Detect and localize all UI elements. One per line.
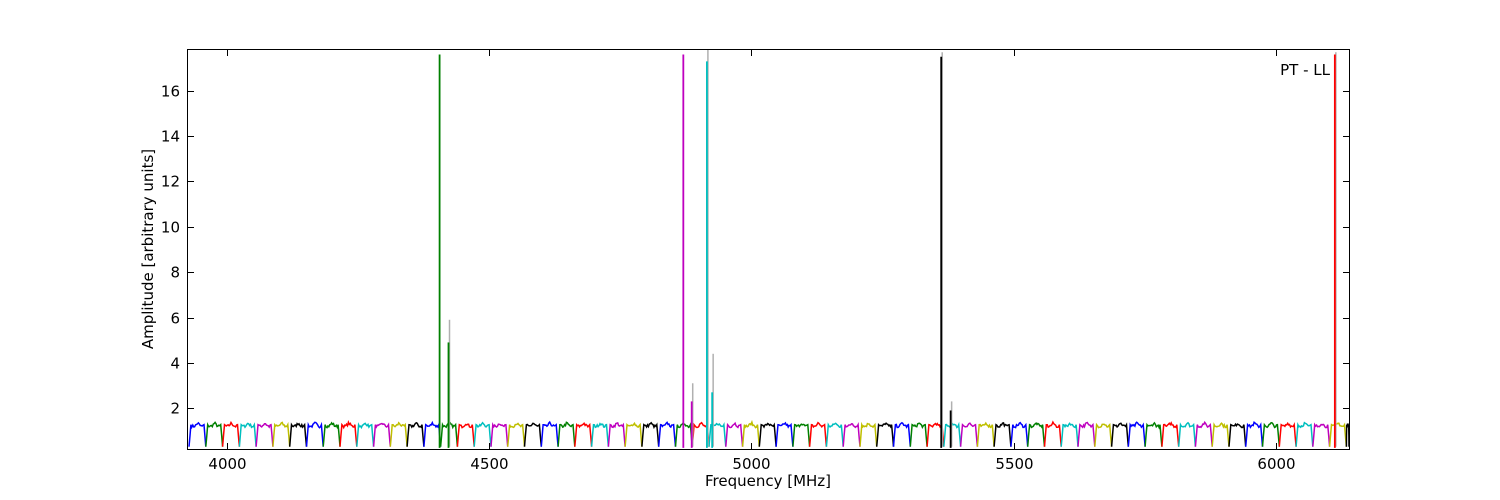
bandpass-segment	[993, 422, 1012, 447]
bandpass-segment	[188, 421, 207, 447]
bandpass-segment	[1177, 421, 1197, 447]
bandpass-segment	[473, 421, 492, 447]
bandpass-segment	[1278, 421, 1297, 447]
y-tick-label: 8	[170, 264, 180, 282]
bandpass-segment	[624, 421, 643, 447]
bandpass-segment	[590, 422, 610, 447]
bandpass-segment	[1077, 421, 1096, 447]
bandpass-segment	[657, 421, 677, 447]
y-tick-label: 10	[161, 219, 180, 237]
bandpass-segment	[255, 423, 274, 447]
bandpass-segment	[339, 419, 358, 447]
x-tick-label: 5500	[995, 455, 1033, 473]
x-tick-label: 6000	[1257, 455, 1295, 473]
y-axis: 2 4 6 8 10 12 14 16	[161, 83, 1349, 418]
bandpass-segment	[557, 421, 576, 447]
bandpass-segment	[892, 421, 912, 447]
bandpass-segment	[859, 421, 878, 447]
bandpass-segment	[758, 422, 777, 447]
x-axis: 4000 4500 5000 5500 6000	[208, 50, 1296, 473]
bandpass-segment	[1211, 422, 1230, 447]
y-tick-label: 6	[170, 310, 180, 328]
bandpass-segment	[305, 421, 324, 447]
bandpass-segment	[574, 421, 593, 447]
bandpass-segment	[909, 422, 928, 447]
bandpass-segment	[238, 422, 257, 447]
bandpass-segment	[959, 422, 979, 447]
y-axis-label: Amplitude [arbitrary units]	[139, 149, 157, 349]
bandpass-segment	[725, 421, 744, 447]
y-tick-label: 2	[170, 400, 180, 418]
x-tick-label: 4500	[470, 455, 508, 473]
bandpass-segment	[288, 422, 308, 447]
bandpass-segment	[825, 422, 844, 447]
bandpass-segment	[1010, 421, 1029, 447]
bandpass-segment	[1244, 421, 1264, 447]
bandpass-segment	[808, 421, 828, 447]
bandpass-segment	[1094, 422, 1113, 447]
bandpass-segment	[1161, 421, 1180, 447]
bandpass-segment	[523, 422, 543, 447]
bandpass-segment	[1194, 420, 1213, 447]
bandpass-segment	[456, 423, 475, 447]
bandpass-segment	[490, 421, 509, 447]
bandpass-segment	[1043, 420, 1062, 447]
y-tick-label: 12	[161, 173, 180, 191]
x-tick-label: 4000	[208, 455, 246, 473]
bandpass-segment	[792, 423, 811, 447]
bandpass-segment	[356, 422, 375, 447]
bandpass-segment	[1144, 421, 1163, 447]
bandpass-segment	[322, 421, 341, 447]
bandpass-segment	[1328, 422, 1348, 447]
bandpass-segment	[272, 421, 291, 447]
bandpass-segment	[1345, 423, 1350, 447]
bandpass-segment	[607, 421, 626, 447]
plot-frame	[187, 49, 1350, 450]
bandpass-segment	[506, 422, 526, 447]
x-tick-label: 5000	[732, 455, 770, 473]
bandpass-segment	[1060, 422, 1079, 447]
bandpass-segment	[205, 421, 224, 447]
bandpass-segment	[641, 421, 660, 447]
bandpass-segment	[221, 420, 241, 447]
y-tick-label: 14	[161, 128, 180, 146]
bandpass-segment	[1312, 422, 1331, 447]
bandpass-segment	[540, 420, 559, 447]
bandpass-segment	[1026, 421, 1046, 447]
plot-annotation: PT - LL	[1280, 61, 1331, 79]
bandpass-segment	[1261, 421, 1281, 447]
y-tick-label: 4	[170, 355, 180, 373]
bandpass-segment	[1295, 421, 1314, 447]
bandpass-segment	[741, 419, 761, 447]
bandpass-segment	[875, 422, 895, 447]
bandpass-segment	[842, 421, 861, 447]
bandpass-segment	[1127, 421, 1146, 447]
bandpass-segment	[389, 421, 408, 447]
bandpass-segment	[372, 422, 392, 447]
plot-series-group	[188, 50, 1350, 448]
bandpass-segment	[976, 421, 995, 447]
x-axis-label: Frequency [MHz]	[705, 472, 831, 490]
bandpass-segment	[1228, 422, 1247, 447]
bandpass-segment	[1110, 422, 1130, 447]
bandpass-segment	[423, 420, 442, 447]
y-tick-label: 16	[161, 83, 180, 101]
bandpass-segment	[775, 421, 794, 447]
bandpass-segment	[406, 421, 425, 447]
